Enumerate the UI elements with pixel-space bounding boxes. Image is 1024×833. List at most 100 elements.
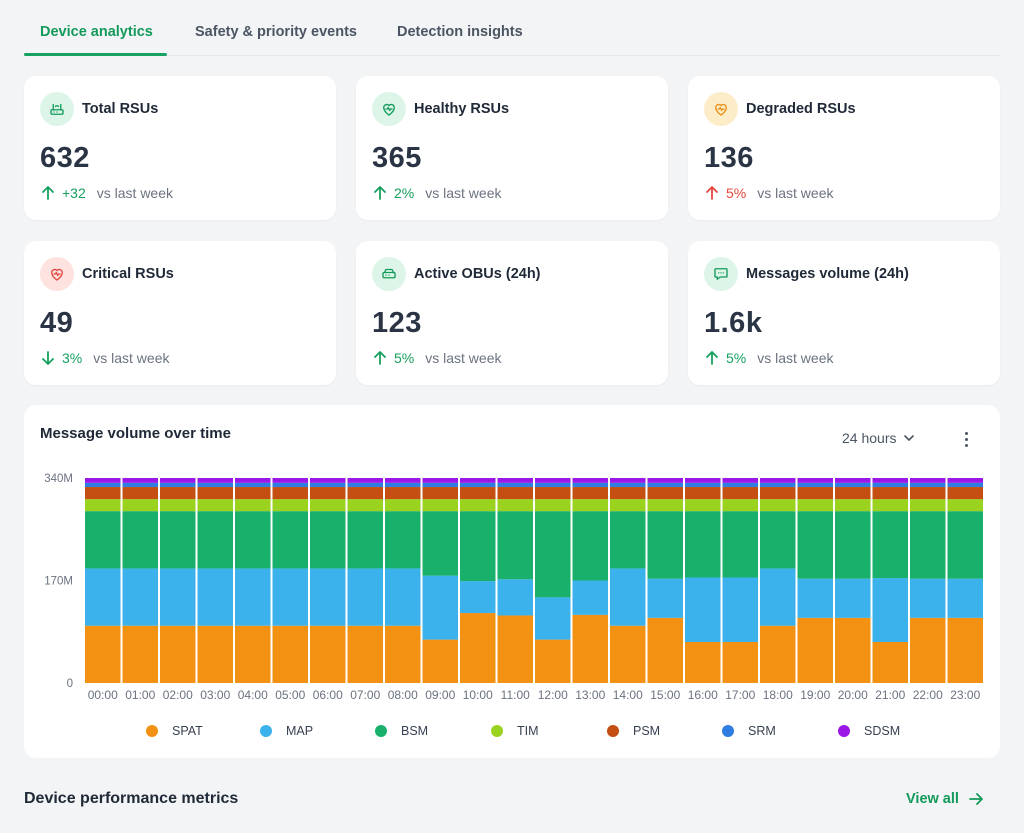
bar-segment-srm bbox=[235, 482, 271, 488]
bar-segment-srm bbox=[197, 482, 233, 488]
bar-segment-psm bbox=[797, 487, 833, 500]
delta-label: vs last week bbox=[757, 350, 834, 366]
card-delta: +32 vs last week bbox=[40, 185, 173, 201]
bar-segment-psm bbox=[610, 487, 646, 500]
time-range-value: 24 hours bbox=[842, 430, 897, 446]
bar-segment-map bbox=[685, 577, 721, 642]
bar-segment-bsm bbox=[422, 511, 458, 576]
bar-segment-bsm bbox=[760, 511, 796, 569]
bar-segment-srm bbox=[310, 482, 346, 488]
bar-segment-map bbox=[310, 568, 346, 626]
bar-segment-srm bbox=[910, 482, 946, 488]
tab-safety-priority-events[interactable]: Safety & priority events bbox=[195, 24, 357, 40]
bar-segment-spat bbox=[160, 625, 196, 683]
bar-segment-tim bbox=[460, 499, 496, 512]
bar-segment-sdsm bbox=[947, 478, 983, 483]
legend-label: SRM bbox=[748, 724, 776, 738]
heart-pulse-icon bbox=[704, 92, 738, 126]
bar-segment-bsm bbox=[947, 511, 983, 579]
bar-segment-spat bbox=[797, 617, 833, 683]
x-tick-label: 17:00 bbox=[725, 688, 755, 702]
bar-segment-srm bbox=[872, 482, 908, 488]
bar-segment-spat bbox=[347, 625, 383, 683]
bar-segment-psm bbox=[572, 487, 608, 500]
bar-segment-map bbox=[122, 568, 158, 626]
bar-segment-tim bbox=[197, 499, 233, 512]
delta-value: 5% bbox=[394, 350, 415, 366]
legend-item-srm: SRM bbox=[722, 724, 776, 738]
bar-segment-psm bbox=[235, 487, 271, 500]
tab-detection-insights[interactable]: Detection insights bbox=[397, 24, 523, 40]
x-tick-label: 18:00 bbox=[763, 688, 793, 702]
arrow-up-icon bbox=[374, 351, 386, 365]
bar-segment-sdsm bbox=[497, 478, 533, 483]
x-tick-label: 21:00 bbox=[875, 688, 905, 702]
bar-segment-srm bbox=[947, 482, 983, 488]
x-tick-label: 00:00 bbox=[88, 688, 118, 702]
bar-segment-sdsm bbox=[797, 478, 833, 483]
bar-segment-map bbox=[722, 577, 758, 642]
bar-segment-sdsm bbox=[647, 478, 683, 483]
time-range-dropdown[interactable]: 24 hours bbox=[842, 430, 916, 446]
card-title: Healthy RSUs bbox=[414, 101, 510, 117]
x-tick-label: 20:00 bbox=[838, 688, 868, 702]
more-options-icon[interactable] bbox=[956, 427, 976, 451]
bar-segment-psm bbox=[685, 487, 721, 500]
bar-segment-bsm bbox=[310, 511, 346, 569]
bar-segment-map bbox=[647, 578, 683, 618]
bar-segment-bsm bbox=[797, 511, 833, 579]
legend-swatch bbox=[375, 725, 387, 737]
card-active-obus: Active OBUs (24h) 123 5% vs last week bbox=[356, 241, 668, 385]
bar-segment-map bbox=[235, 568, 271, 626]
x-tick-label: 02:00 bbox=[163, 688, 193, 702]
bar-segment-bsm bbox=[235, 511, 271, 569]
obu-device-icon bbox=[372, 257, 406, 291]
bar-segment-map bbox=[535, 597, 571, 640]
bar-segment-psm bbox=[85, 487, 121, 500]
card-title: Degraded RSUs bbox=[746, 101, 856, 117]
card-value: 123 bbox=[372, 307, 422, 339]
card-critical-rsus: Critical RSUs 49 3% vs last week bbox=[24, 241, 336, 385]
bar-segment-psm bbox=[497, 487, 533, 500]
legend-swatch bbox=[607, 725, 619, 737]
bar-segment-tim bbox=[347, 499, 383, 512]
bar-segment-psm bbox=[460, 487, 496, 500]
legend-label: MAP bbox=[286, 724, 314, 738]
bar-segment-spat bbox=[947, 617, 983, 683]
card-title: Total RSUs bbox=[82, 101, 159, 117]
legend-label: BSM bbox=[401, 724, 429, 738]
card-delta: 5% vs last week bbox=[704, 350, 833, 366]
message-volume-chart: 0 170M 340M 00:00 01:00 02:00 03:00 04:00 05:00 0… bbox=[44, 473, 983, 702]
bar-segment-bsm bbox=[872, 511, 908, 579]
bar-segment-spat bbox=[235, 625, 271, 683]
card-value: 1.6k bbox=[704, 307, 763, 339]
bar-segment-sdsm bbox=[235, 478, 271, 483]
bar-segment-spat bbox=[272, 625, 308, 683]
legend-swatch bbox=[491, 725, 503, 737]
delta-label: vs last week bbox=[425, 185, 502, 201]
bar-segment-tim bbox=[872, 499, 908, 512]
x-tick-label: 08:00 bbox=[388, 688, 418, 702]
card-title: Messages volume (24h) bbox=[746, 266, 909, 282]
x-tick-label: 04:00 bbox=[238, 688, 268, 702]
bar-segment-tim bbox=[310, 499, 346, 512]
bar-segment-map bbox=[572, 580, 608, 615]
y-tick-label: 0 bbox=[67, 678, 73, 690]
view-all-link[interactable]: View all bbox=[906, 791, 984, 807]
y-tick-label: 340M bbox=[44, 473, 73, 485]
card-value: 365 bbox=[372, 142, 422, 174]
bar-segment-psm bbox=[310, 487, 346, 500]
y-tick-label: 170M bbox=[44, 576, 73, 588]
bar-segment-tim bbox=[422, 499, 458, 512]
bar-segment-sdsm bbox=[310, 478, 346, 483]
bar-segment-sdsm bbox=[610, 478, 646, 483]
bar-segment-bsm bbox=[122, 511, 158, 569]
bar-segment-psm bbox=[347, 487, 383, 500]
tab-device-analytics[interactable]: Device analytics bbox=[40, 24, 153, 40]
bar-segment-spat bbox=[422, 639, 458, 683]
bar-segment-map bbox=[610, 568, 646, 626]
bar-segment-sdsm bbox=[760, 478, 796, 483]
bar-segment-spat bbox=[872, 642, 908, 683]
bar-segment-map bbox=[197, 568, 233, 626]
x-tick-label: 13:00 bbox=[575, 688, 605, 702]
